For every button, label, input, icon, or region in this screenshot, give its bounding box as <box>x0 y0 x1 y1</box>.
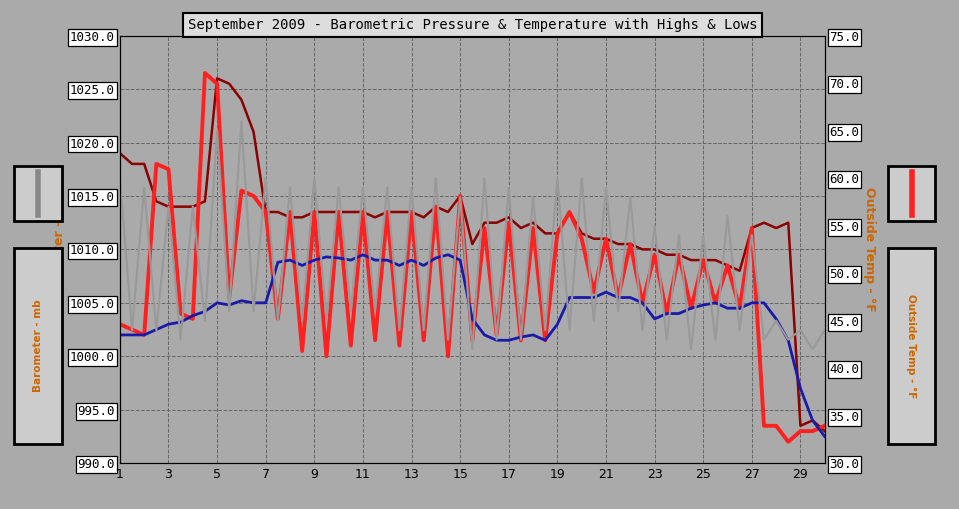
Text: Outside Temp - °F: Outside Temp - °F <box>906 294 917 398</box>
FancyBboxPatch shape <box>888 166 935 221</box>
FancyBboxPatch shape <box>14 248 61 444</box>
Y-axis label: Barometer - mb: Barometer - mb <box>53 194 66 304</box>
Title: September 2009 - Barometric Pressure & Temperature with Highs & Lows: September 2009 - Barometric Pressure & T… <box>188 18 757 32</box>
FancyBboxPatch shape <box>14 166 61 221</box>
Text: Barometer - mb: Barometer - mb <box>33 300 43 392</box>
FancyBboxPatch shape <box>888 248 935 444</box>
Y-axis label: Outside Temp - °F: Outside Temp - °F <box>863 187 877 312</box>
